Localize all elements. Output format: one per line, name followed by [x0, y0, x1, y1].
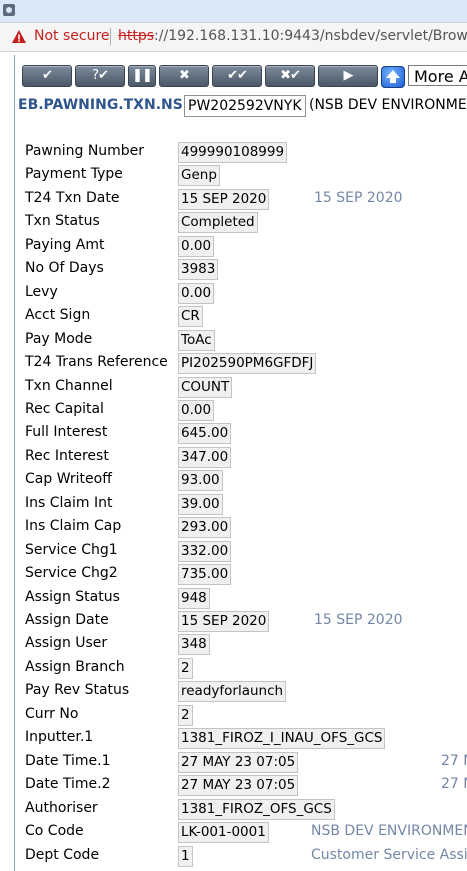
field-label: Date Time.1: [25, 753, 111, 769]
field-value[interactable]: readyforlaunch: [178, 681, 287, 702]
field-value[interactable]: 1: [178, 846, 193, 867]
field-value[interactable]: 948: [178, 588, 210, 609]
field-value[interactable]: Completed: [178, 212, 258, 233]
field-value[interactable]: 2: [178, 705, 193, 726]
hold-button[interactable]: ❚❚: [128, 65, 156, 87]
field-label: Curr No: [25, 706, 79, 722]
field-enrichment: 15 SEP 2020: [314, 612, 403, 628]
commit-button[interactable]: ✔: [22, 65, 72, 87]
field-label: No Of Days: [25, 260, 104, 276]
field-value[interactable]: ToAc: [178, 330, 215, 351]
field-value[interactable]: 27 MAY 23 07:05: [178, 775, 299, 796]
content-frame: [14, 55, 467, 871]
field-value[interactable]: 0.00: [178, 283, 215, 304]
authorise-button[interactable]: ✔✔: [212, 65, 262, 87]
up-arrow-icon[interactable]: [381, 66, 405, 88]
not-secure-label[interactable]: Not secure: [34, 28, 110, 44]
next-button[interactable]: ▶: [318, 65, 378, 87]
field-value[interactable]: 39.00: [178, 494, 223, 515]
field-value[interactable]: 3983: [178, 259, 219, 280]
field-value[interactable]: 332.00: [178, 541, 232, 562]
address-bar[interactable]: Not secure https://192.168.131.10:9443/n…: [0, 23, 467, 52]
company-name: (NSB DEV ENVIRONMENT: [309, 97, 467, 113]
field-label: Assign Date: [25, 612, 109, 628]
warning-icon[interactable]: [11, 29, 27, 45]
address-divider: [110, 28, 111, 45]
url-path: ://192.168.131.10:9443/nsbdev/servlet/Br…: [154, 28, 467, 44]
field-label: Service Chg2: [25, 565, 118, 581]
more-actions-select[interactable]: More Actions: [408, 65, 467, 86]
field-value[interactable]: 347.00: [178, 447, 232, 468]
reverse-button[interactable]: ✖✔: [265, 65, 315, 87]
url-scheme: https: [118, 28, 155, 44]
field-label: Ins Claim Int: [25, 495, 113, 511]
field-enrichment: 15 SEP 2020: [314, 190, 403, 206]
application-name: EB.PAWNING.TXN.NSB: [18, 97, 194, 113]
field-enrichment: 27 M: [441, 776, 467, 792]
field-label: Assign Branch: [25, 659, 125, 675]
field-enrichment: NSB DEV ENVIRONMENT: [311, 823, 467, 839]
browser-app-icon: [3, 4, 15, 16]
field-label: Co Code: [25, 823, 84, 839]
field-label: T24 Txn Date: [25, 190, 120, 206]
field-label: Txn Status: [25, 213, 100, 229]
field-value[interactable]: CR: [178, 306, 203, 327]
field-value[interactable]: 2: [178, 658, 193, 679]
record-id-field[interactable]: PW202592VNYK: [184, 95, 306, 117]
browser-title-bar: [0, 0, 467, 23]
field-label: Payment Type: [25, 166, 123, 182]
field-value[interactable]: 293.00: [178, 517, 232, 538]
field-label: Levy: [25, 284, 58, 300]
field-label: Dept Code: [25, 847, 100, 863]
field-value[interactable]: 1381_FIROZ_OFS_GCS: [178, 799, 335, 820]
field-label: Rec Capital: [25, 401, 104, 417]
field-label: Ins Claim Cap: [25, 518, 122, 534]
field-label: Pay Rev Status: [25, 682, 130, 698]
field-label: Assign User: [25, 635, 108, 651]
field-value[interactable]: PI202590PM6GFDFJ: [178, 353, 317, 374]
url-text[interactable]: https://192.168.131.10:9443/nsbdev/servl…: [118, 28, 467, 44]
field-value[interactable]: 348: [178, 634, 210, 655]
field-value[interactable]: 93.00: [178, 470, 223, 491]
field-label: Cap Writeoff: [25, 471, 112, 487]
field-value[interactable]: 15 SEP 2020: [178, 611, 270, 632]
field-label: Authoriser: [25, 800, 98, 816]
field-label: Service Chg1: [25, 542, 118, 558]
field-value[interactable]: 27 MAY 23 07:05: [178, 752, 299, 773]
field-value[interactable]: COUNT: [178, 377, 233, 398]
field-label: Txn Channel: [25, 378, 113, 394]
field-value[interactable]: 0.00: [178, 400, 215, 421]
validate-button[interactable]: ?✔: [75, 65, 125, 87]
field-value[interactable]: 499990108999: [178, 142, 288, 163]
field-value[interactable]: 735.00: [178, 564, 232, 585]
field-label: Acct Sign: [25, 307, 91, 323]
field-label: Paying Amt: [25, 237, 105, 253]
up-arrow-glyph: [386, 70, 400, 83]
field-label: Pawning Number: [25, 143, 145, 159]
field-value[interactable]: Genp: [178, 165, 220, 186]
field-value[interactable]: 1381_FIROZ_I_INAU_OFS_GCS: [178, 728, 386, 749]
field-label: Date Time.2: [25, 776, 111, 792]
field-value[interactable]: 0.00: [178, 236, 215, 257]
field-label: Full Interest: [25, 424, 108, 440]
field-value[interactable]: 15 SEP 2020: [178, 189, 270, 210]
field-value[interactable]: LK-001-0001: [178, 822, 269, 843]
field-label: T24 Trans Reference: [25, 354, 168, 370]
field-label: Inputter.1: [25, 729, 94, 745]
field-label: Pay Mode: [25, 331, 93, 347]
field-enrichment: Customer Service Assistant: [311, 847, 467, 863]
field-label: Assign Status: [25, 589, 120, 605]
field-value[interactable]: 645.00: [178, 423, 232, 444]
field-enrichment: 27 M: [441, 753, 467, 769]
field-label: Rec Interest: [25, 448, 109, 464]
delete-button[interactable]: ✖: [159, 65, 209, 87]
